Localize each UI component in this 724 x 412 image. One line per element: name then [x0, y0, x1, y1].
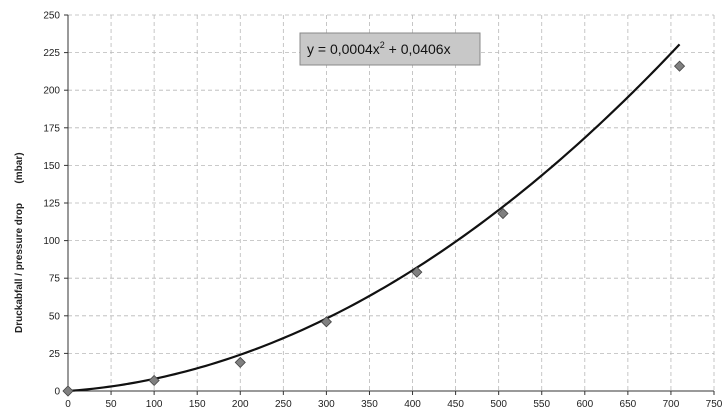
data-points [62, 60, 686, 397]
y-tick-label: 150 [43, 161, 60, 172]
data-point [148, 374, 160, 387]
x-tick-label: 600 [576, 399, 593, 410]
y-tick-label: 50 [49, 311, 61, 322]
x-tick-label: 450 [447, 399, 464, 410]
trendline-curve [67, 43, 681, 393]
data-point [62, 385, 74, 397]
x-tick-label: 650 [620, 399, 637, 410]
x-tick-label: 400 [404, 399, 421, 410]
y-tick-label: 0 [54, 387, 60, 398]
x-tick-label: 50 [106, 399, 118, 410]
equation-main: y = 0,0004x [307, 41, 380, 57]
data-point [411, 266, 423, 278]
y-axis-label-group: Druckabfall / pressure drop (mbar) [14, 152, 25, 333]
y-tick-label: 200 [43, 86, 60, 97]
y-tick-label: 225 [43, 48, 60, 59]
x-tick-label: 700 [663, 399, 680, 410]
x-tick-label: 300 [318, 399, 335, 410]
x-tick-label: 200 [232, 399, 249, 410]
y-tick-label: 75 [49, 274, 61, 285]
data-point [497, 207, 509, 220]
equation-text: y = 0,0004x2 + 0,0406x [307, 40, 451, 57]
y-tick-label: 175 [43, 123, 60, 134]
x-tick-label: 0 [65, 399, 71, 410]
x-tick-label: 250 [275, 399, 292, 410]
y-tick-label: 100 [43, 236, 60, 247]
equation-box [299, 32, 481, 66]
y-axis-label: Druckabfall / pressure drop [14, 203, 25, 333]
data-point [320, 316, 332, 328]
x-tick-label: 750 [706, 399, 723, 410]
equation-rest: + 0,0406x [385, 41, 451, 57]
equation-superscript: 2 [380, 40, 385, 50]
y-tick-label: 250 [43, 11, 60, 22]
y-axis-ticks: 0 25 50 75 100 125 150 175 200 225 250 [43, 11, 68, 398]
x-tick-label: 150 [189, 399, 206, 410]
x-tick-label: 500 [490, 399, 507, 410]
y-tick-label: 125 [43, 199, 60, 210]
equation-annotation: y = 0,0004x2 + 0,0406x [299, 32, 481, 66]
y-axis-unit: (mbar) [14, 152, 25, 183]
y-tick-label: 25 [49, 349, 61, 360]
data-point [673, 60, 686, 72]
x-tick-label: 550 [533, 399, 550, 410]
data-point [234, 356, 246, 368]
x-tick-label: 100 [146, 399, 163, 410]
trendline-group [67, 43, 681, 393]
x-tick-label: 350 [361, 399, 378, 410]
